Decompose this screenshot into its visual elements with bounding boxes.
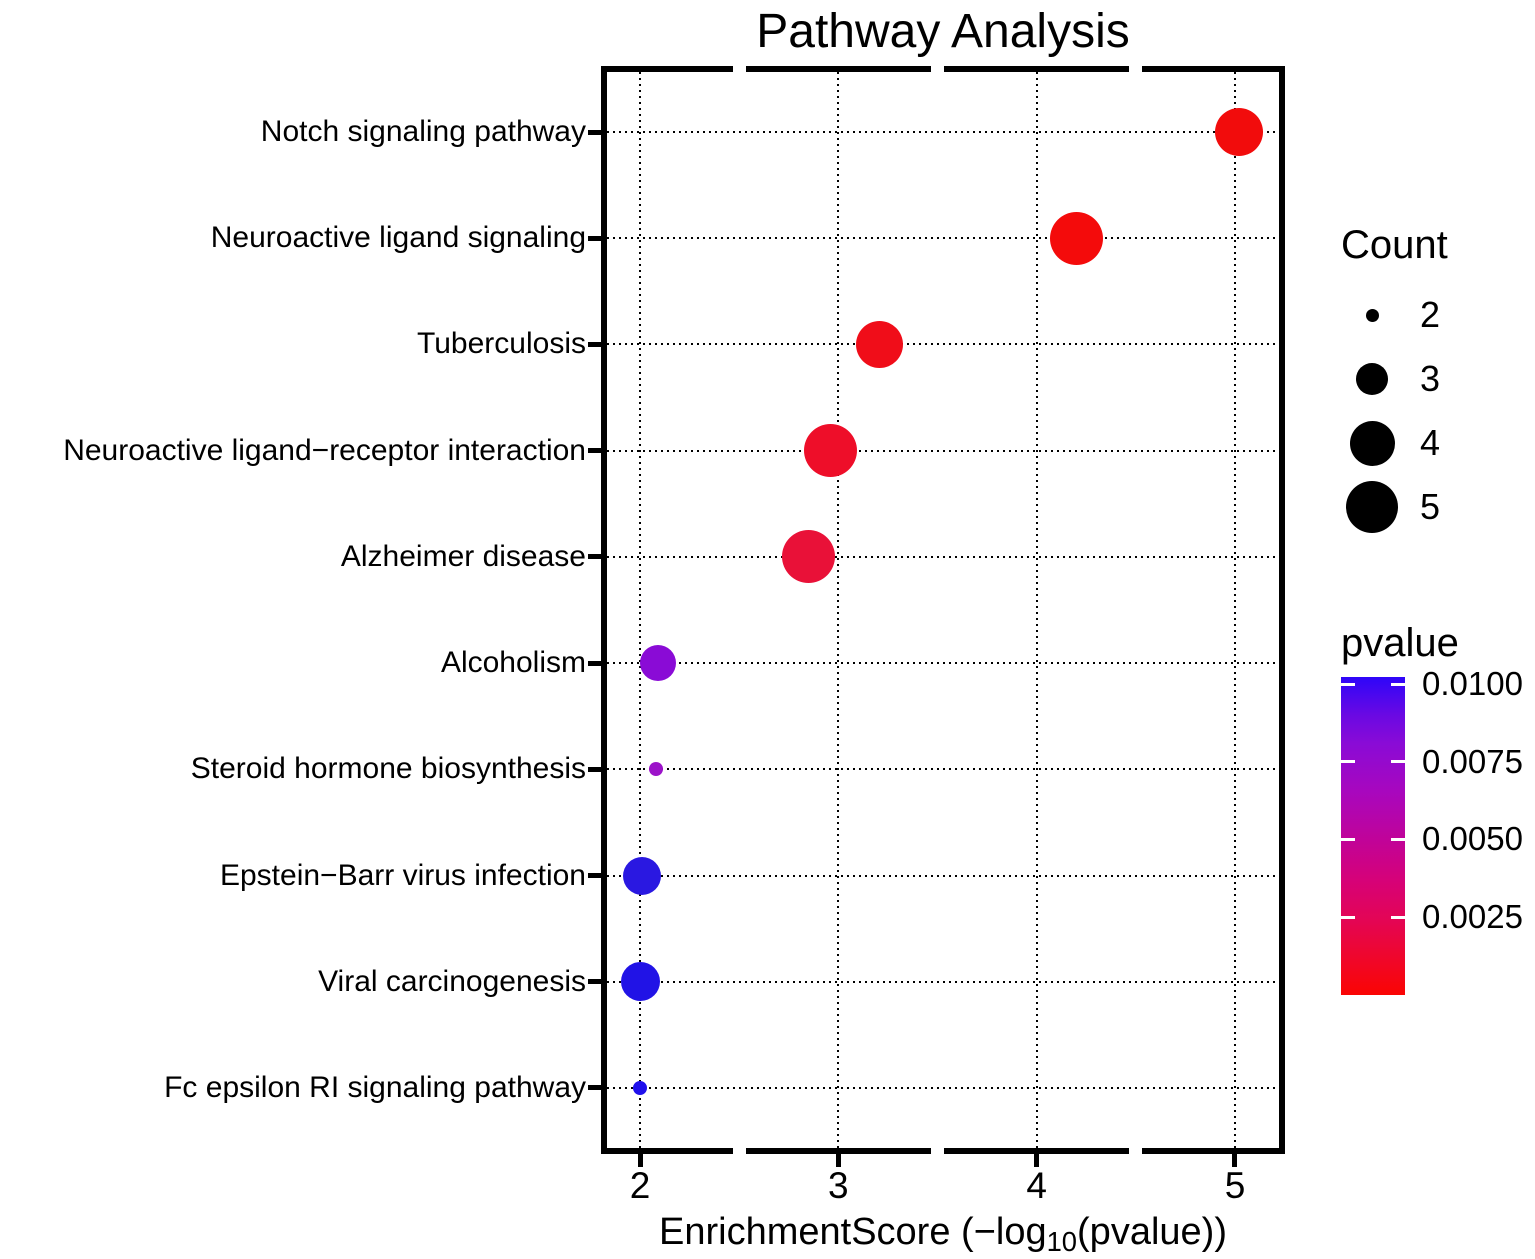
count-legend-title: Count: [1341, 223, 1448, 267]
count-legend-dot: [1346, 481, 1398, 533]
y-gridline: [607, 980, 1279, 983]
x-axis-title-text-suffix: (pvalue)): [1077, 1211, 1227, 1253]
y-axis-tick: [588, 1085, 601, 1091]
x-gridline: [639, 72, 641, 1148]
pvalue-legend-label: 0.0075: [1422, 742, 1523, 780]
y-axis-tick: [588, 873, 601, 879]
y-gridline: [607, 131, 1279, 133]
data-point: [648, 762, 663, 777]
x-tick-label: 5: [1224, 1165, 1246, 1206]
pvalue-legend-label: 0.0050: [1422, 820, 1523, 858]
y-axis-tick: [588, 979, 601, 985]
data-point: [622, 856, 661, 895]
y-gridline: [607, 768, 1279, 771]
y-axis-tick: [588, 766, 601, 772]
x-axis-tick: [1034, 1154, 1040, 1167]
data-point: [1214, 108, 1263, 156]
y-gridline: [607, 874, 1279, 877]
x-axis-title: EnrichmentScore (−log10(pvalue)): [601, 1210, 1285, 1259]
x-tick-label: 3: [828, 1165, 849, 1206]
data-point: [856, 320, 904, 368]
count-legend-label: 4: [1420, 422, 1441, 463]
pvalue-legend-label: 0.0100: [1422, 665, 1523, 702]
y-axis-tick: [588, 448, 601, 454]
y-axis-tick: [588, 235, 601, 241]
count-legend-dot: [1356, 363, 1388, 395]
border-gap: [1129, 64, 1143, 74]
pvalue-colorbar-tick: [1391, 915, 1405, 919]
y-tick-label: Neuroactive ligand−receptor interaction: [63, 433, 586, 467]
border-gap: [732, 1146, 746, 1156]
y-axis-tick: [588, 129, 601, 135]
pvalue-colorbar-tick: [1341, 682, 1355, 686]
y-axis-tick: [588, 660, 601, 666]
y-gridline: [607, 1086, 1279, 1089]
data-point: [639, 645, 676, 682]
y-axis-tick: [588, 554, 601, 560]
border-gap: [930, 64, 944, 74]
data-point: [620, 962, 660, 1002]
pvalue-legend-label: 0.0025: [1422, 898, 1523, 935]
border-gap: [732, 64, 746, 74]
chart-title: Pathway Analysis: [756, 5, 1130, 58]
data-point: [633, 1080, 647, 1095]
x-gridline: [837, 72, 840, 1148]
data-point: [803, 424, 857, 478]
x-axis-title-subscript: 10: [1046, 1225, 1078, 1257]
y-tick-label: Viral carcinogenesis: [318, 964, 586, 998]
border-gap: [1129, 1146, 1143, 1156]
y-tick-label: Alzheimer disease: [340, 539, 586, 573]
y-tick-label: Fc epsilon RI signaling pathway: [164, 1070, 586, 1104]
pvalue-colorbar-tick: [1391, 760, 1405, 764]
count-legend-label: 2: [1420, 294, 1441, 335]
y-tick-label: Neuroactive ligand signaling: [210, 221, 586, 255]
x-axis-tick: [835, 1154, 841, 1167]
count-legend-label: 3: [1420, 358, 1441, 399]
data-point: [1049, 211, 1103, 265]
pvalue-colorbar-tick: [1391, 682, 1405, 686]
y-tick-label: Tuberculosis: [417, 327, 586, 361]
pvalue-colorbar-tick: [1391, 837, 1405, 841]
y-tick-label: Notch signaling pathway: [260, 115, 586, 148]
x-gridline: [1035, 72, 1038, 1148]
x-axis-tick: [637, 1154, 643, 1167]
count-legend-dot: [1349, 420, 1395, 466]
pvalue-colorbar-tick: [1341, 760, 1355, 764]
y-gridline: [607, 662, 1279, 665]
y-gridline: [607, 449, 1279, 452]
count-legend-dot: [1365, 308, 1379, 322]
data-point: [782, 530, 836, 584]
pvalue-legend-title: pvalue: [1341, 621, 1459, 665]
pvalue-colorbar-tick: [1341, 915, 1355, 919]
y-gridline: [607, 237, 1279, 240]
pvalue-colorbar: [1341, 677, 1405, 995]
y-gridline: [607, 343, 1279, 346]
border-gap: [930, 1146, 944, 1156]
plot-panel: [601, 66, 1285, 1154]
pvalue-colorbar-tick: [1341, 837, 1355, 841]
x-tick-label: 2: [629, 1165, 651, 1206]
y-tick-label: Steroid hormone biosynthesis: [190, 752, 586, 786]
count-legend-label: 5: [1420, 486, 1441, 527]
y-tick-label: Epstein−Barr virus infection: [219, 858, 586, 892]
y-gridline: [607, 555, 1279, 558]
y-axis-tick: [588, 341, 601, 347]
x-tick-label: 4: [1026, 1165, 1047, 1206]
x-axis-title-text: EnrichmentScore (−log: [659, 1211, 1047, 1253]
y-tick-label: Alcoholism: [440, 646, 586, 680]
x-axis-tick: [1232, 1154, 1238, 1167]
x-gridline: [1233, 72, 1236, 1148]
